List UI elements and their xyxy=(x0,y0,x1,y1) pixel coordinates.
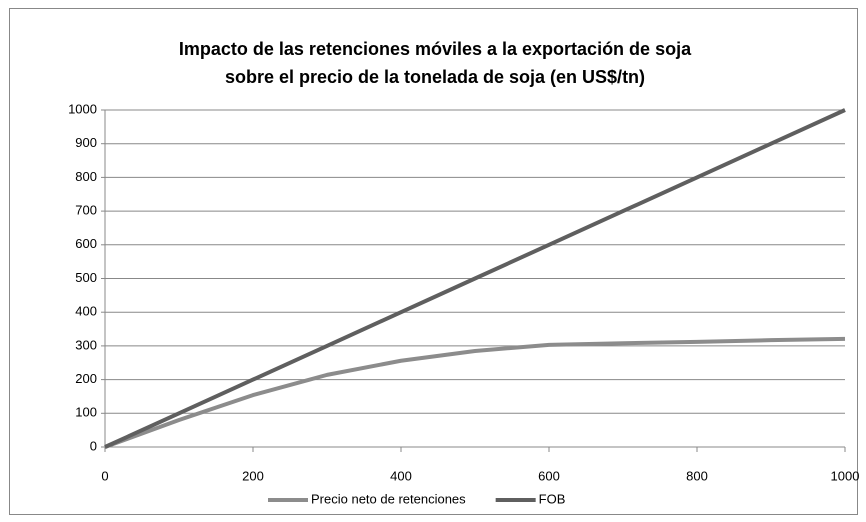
y-tick-label: 700 xyxy=(75,203,97,218)
y-tick-label: 900 xyxy=(75,135,97,150)
y-tick-label: 800 xyxy=(75,169,97,184)
y-tick-label: 1000 xyxy=(68,101,97,116)
chart-title: Impacto de las retenciones móviles a la … xyxy=(179,39,692,59)
series-line xyxy=(104,108,846,449)
x-tick-label: 200 xyxy=(242,468,264,483)
chart-title: sobre el precio de la tonelada de soja (… xyxy=(225,67,645,87)
legend-label: Precio neto de retenciones xyxy=(311,491,466,506)
series-line xyxy=(104,336,846,449)
y-tick-label: 100 xyxy=(75,405,97,420)
x-tick-label: 600 xyxy=(538,468,560,483)
y-tick-label: 0 xyxy=(90,438,97,453)
x-tick-label: 1000 xyxy=(831,468,860,483)
x-tick-label: 0 xyxy=(101,468,108,483)
x-tick-label: 800 xyxy=(686,468,708,483)
legend-label: FOB xyxy=(539,491,566,506)
x-tick-label: 400 xyxy=(390,468,412,483)
y-tick-label: 400 xyxy=(75,304,97,319)
y-tick-label: 300 xyxy=(75,337,97,352)
y-tick-label: 200 xyxy=(75,371,97,386)
y-tick-label: 600 xyxy=(75,236,97,251)
y-tick-label: 500 xyxy=(75,270,97,285)
